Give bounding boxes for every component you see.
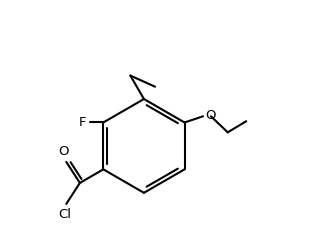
Text: Cl: Cl <box>59 208 72 221</box>
Text: F: F <box>78 116 86 129</box>
Text: O: O <box>205 109 215 122</box>
Text: O: O <box>59 145 69 158</box>
